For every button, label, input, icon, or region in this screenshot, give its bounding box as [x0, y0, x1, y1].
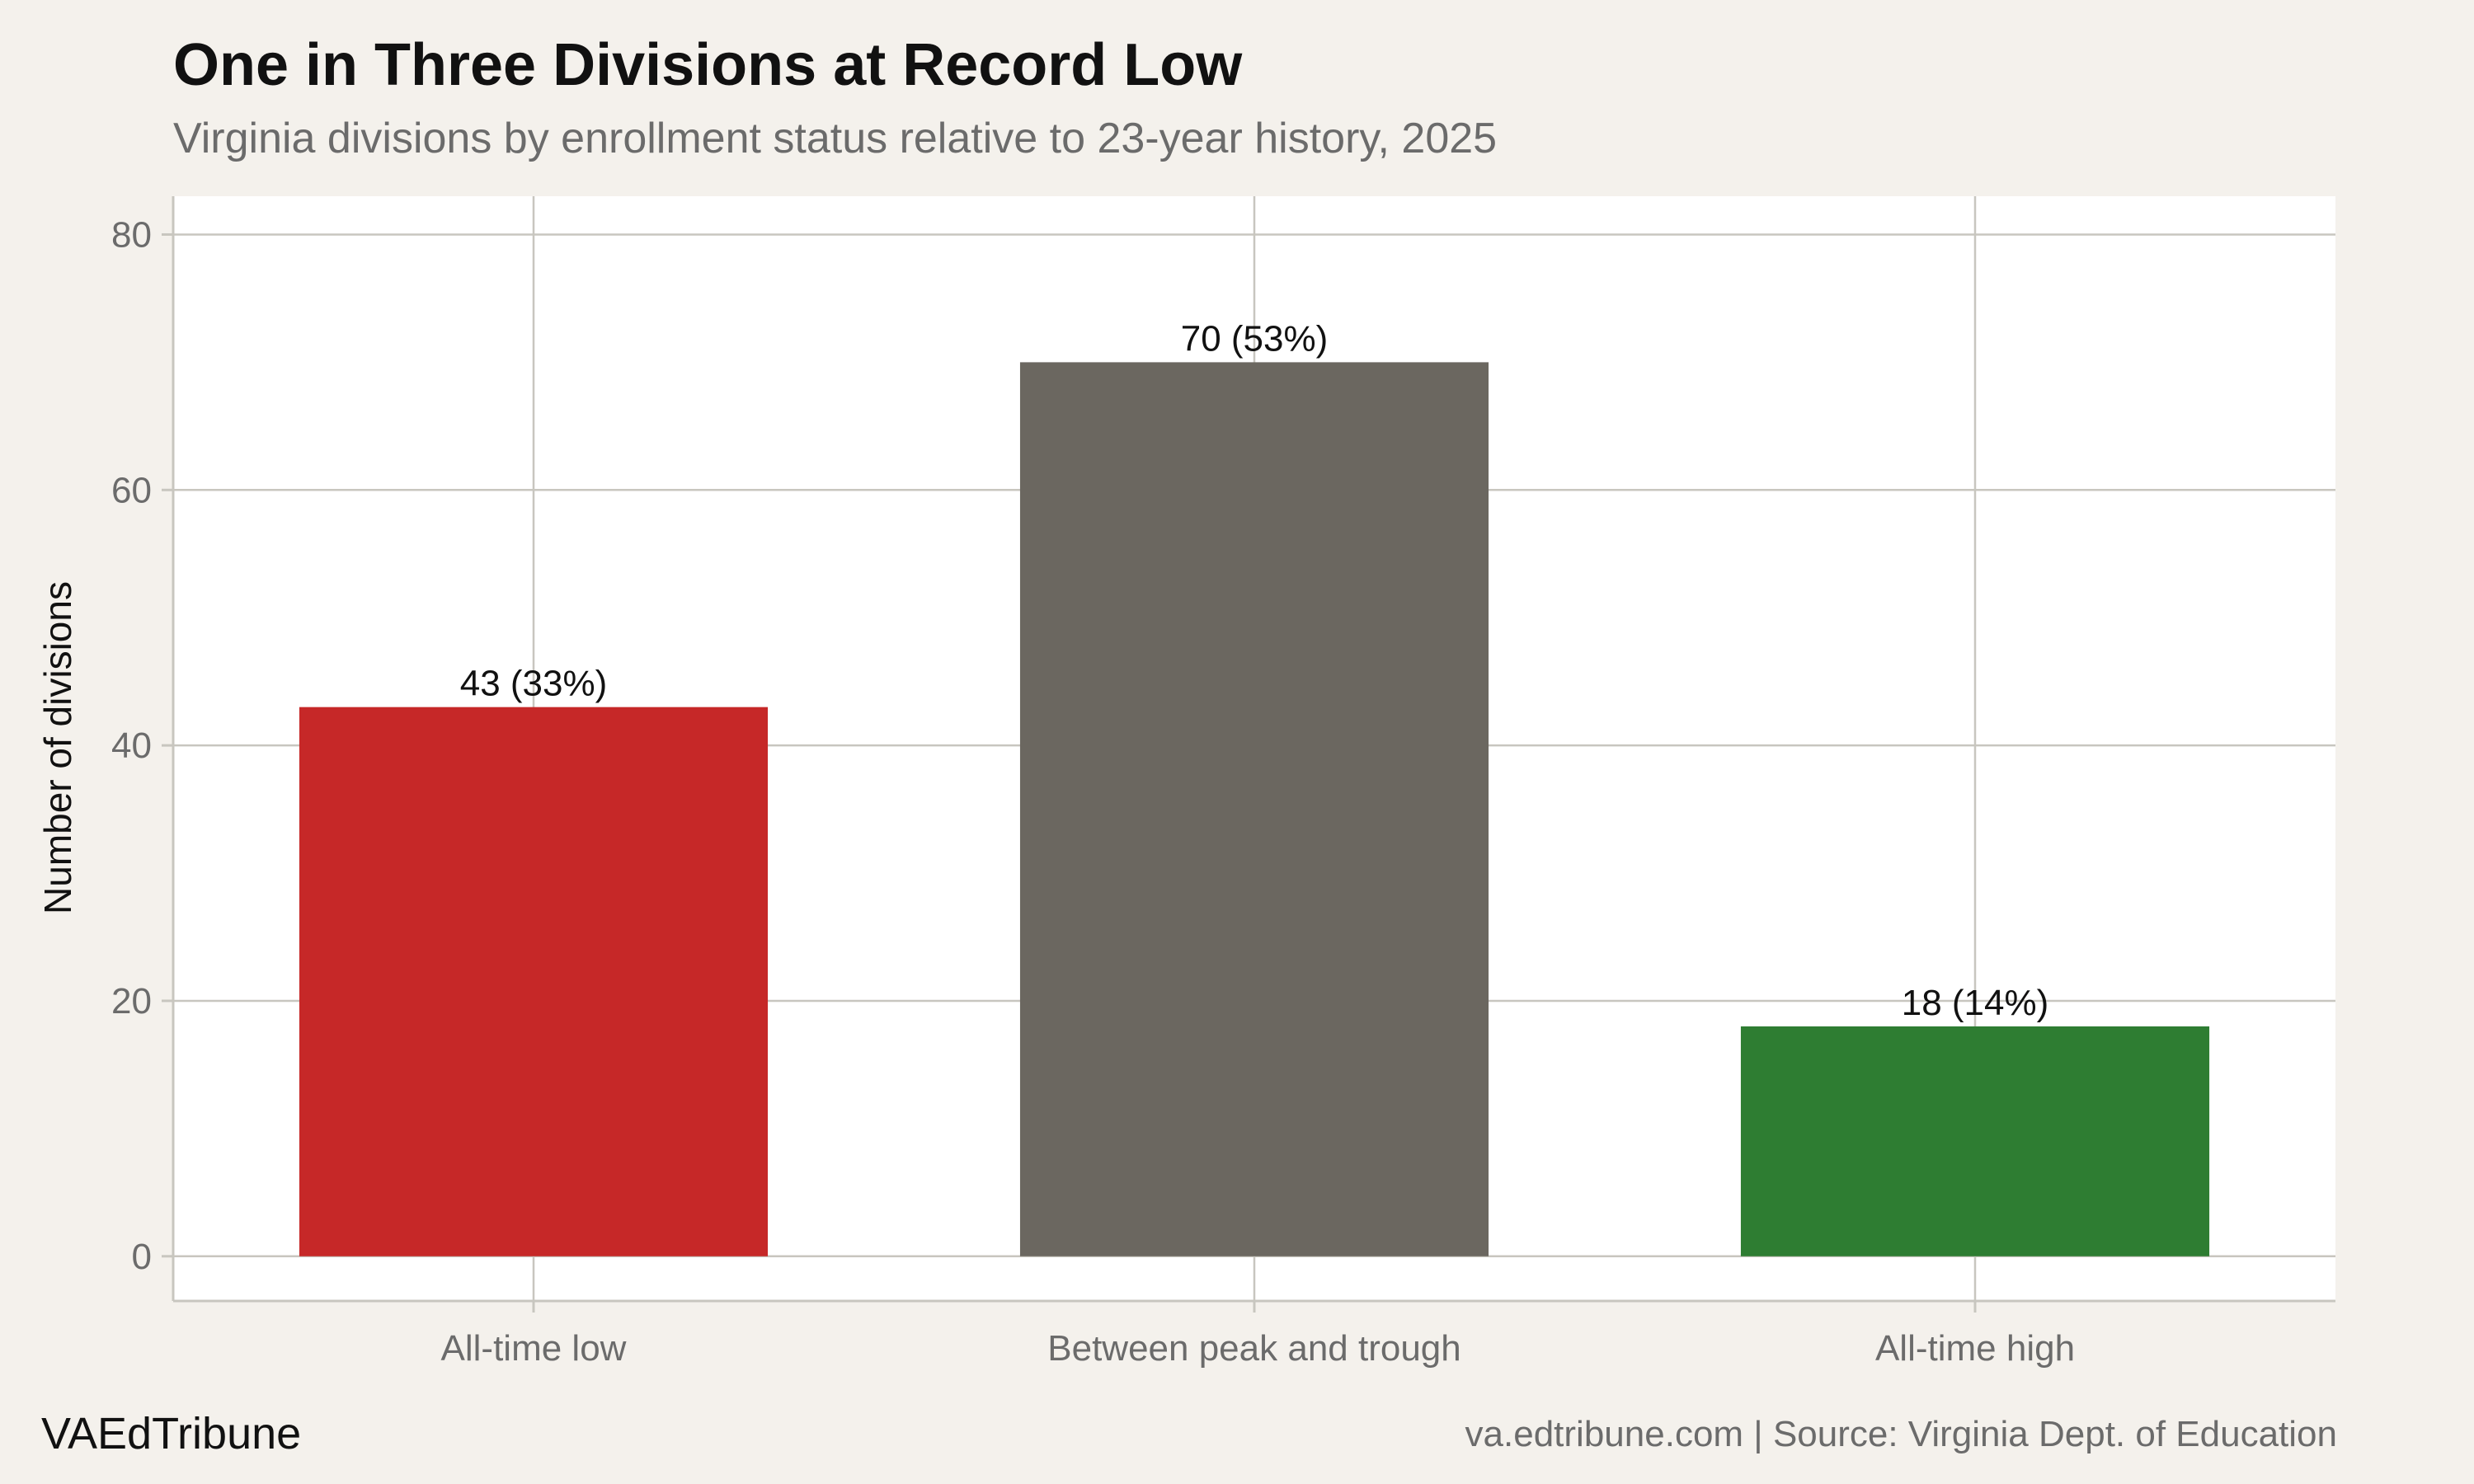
source-credit: va.edtribune.com | Source: Virginia Dept…: [1465, 1414, 2337, 1454]
bar: [299, 707, 769, 1256]
x-tick-label: All-time high: [1875, 1328, 2075, 1369]
data-labels: 43 (33%) 70 (53%) 18 (14%): [460, 318, 2049, 1023]
y-tick-label: 0: [132, 1237, 152, 1277]
data-label: 18 (14%): [1902, 983, 2049, 1023]
chart-title: One in Three Divisions at Record Low: [173, 32, 1243, 98]
bar: [1740, 1026, 2210, 1256]
y-axis-title: Number of divisions: [36, 581, 79, 914]
y-ticks: 0 20 40 60 80: [111, 214, 173, 1277]
bar: [1019, 362, 1489, 1256]
brand-logo-text: VAEdTribune: [41, 1409, 302, 1458]
data-label: 70 (53%): [1181, 318, 1329, 359]
x-ticks: All-time low Between peak and trough All-t…: [441, 1301, 2075, 1369]
x-tick-label: All-time low: [441, 1328, 627, 1369]
chart-subtitle: Virginia divisions by enrollment status …: [173, 115, 1498, 162]
bars: [299, 362, 2210, 1256]
y-tick-label: 40: [111, 726, 152, 766]
y-tick-label: 20: [111, 981, 152, 1021]
x-tick-label: Between peak and trough: [1047, 1328, 1461, 1369]
y-tick-label: 80: [111, 214, 152, 255]
data-label: 43 (33%): [460, 664, 608, 704]
y-tick-label: 60: [111, 470, 152, 510]
